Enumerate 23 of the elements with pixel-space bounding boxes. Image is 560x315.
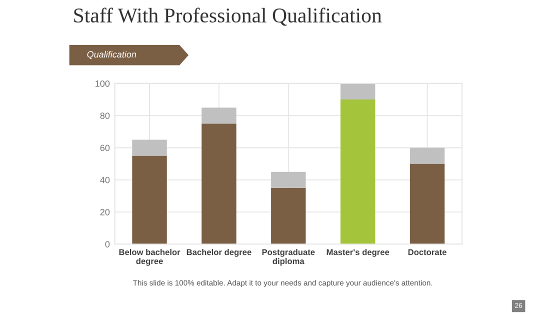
x-tick-label: Master's degree xyxy=(326,248,390,257)
y-tick-label: 20 xyxy=(100,208,110,216)
bar xyxy=(132,156,167,244)
x-tick-label: Bachelor degree xyxy=(186,248,252,257)
x-tick-label: Doctorate xyxy=(408,249,446,256)
y-tick-label: 80 xyxy=(100,112,110,119)
bar xyxy=(410,164,445,244)
bar xyxy=(132,140,167,156)
x-tick-label: Below bachelor degree xyxy=(119,248,180,266)
bar xyxy=(202,124,236,244)
text: Qualification xyxy=(87,50,136,60)
bar xyxy=(271,188,306,244)
y-tick-label: 0 xyxy=(105,241,110,248)
bar xyxy=(340,100,376,244)
x-tick-label: Postgraduate diploma xyxy=(262,248,315,266)
bar xyxy=(340,83,376,100)
y-tick-label: 100 xyxy=(96,80,110,87)
y-tick-label: 40 xyxy=(100,176,110,184)
chart-title: Staff With Professional Qualification xyxy=(74,8,382,26)
bar xyxy=(202,108,236,124)
y-tick-label: 60 xyxy=(100,144,110,152)
bar xyxy=(410,148,445,164)
bar xyxy=(271,172,306,188)
